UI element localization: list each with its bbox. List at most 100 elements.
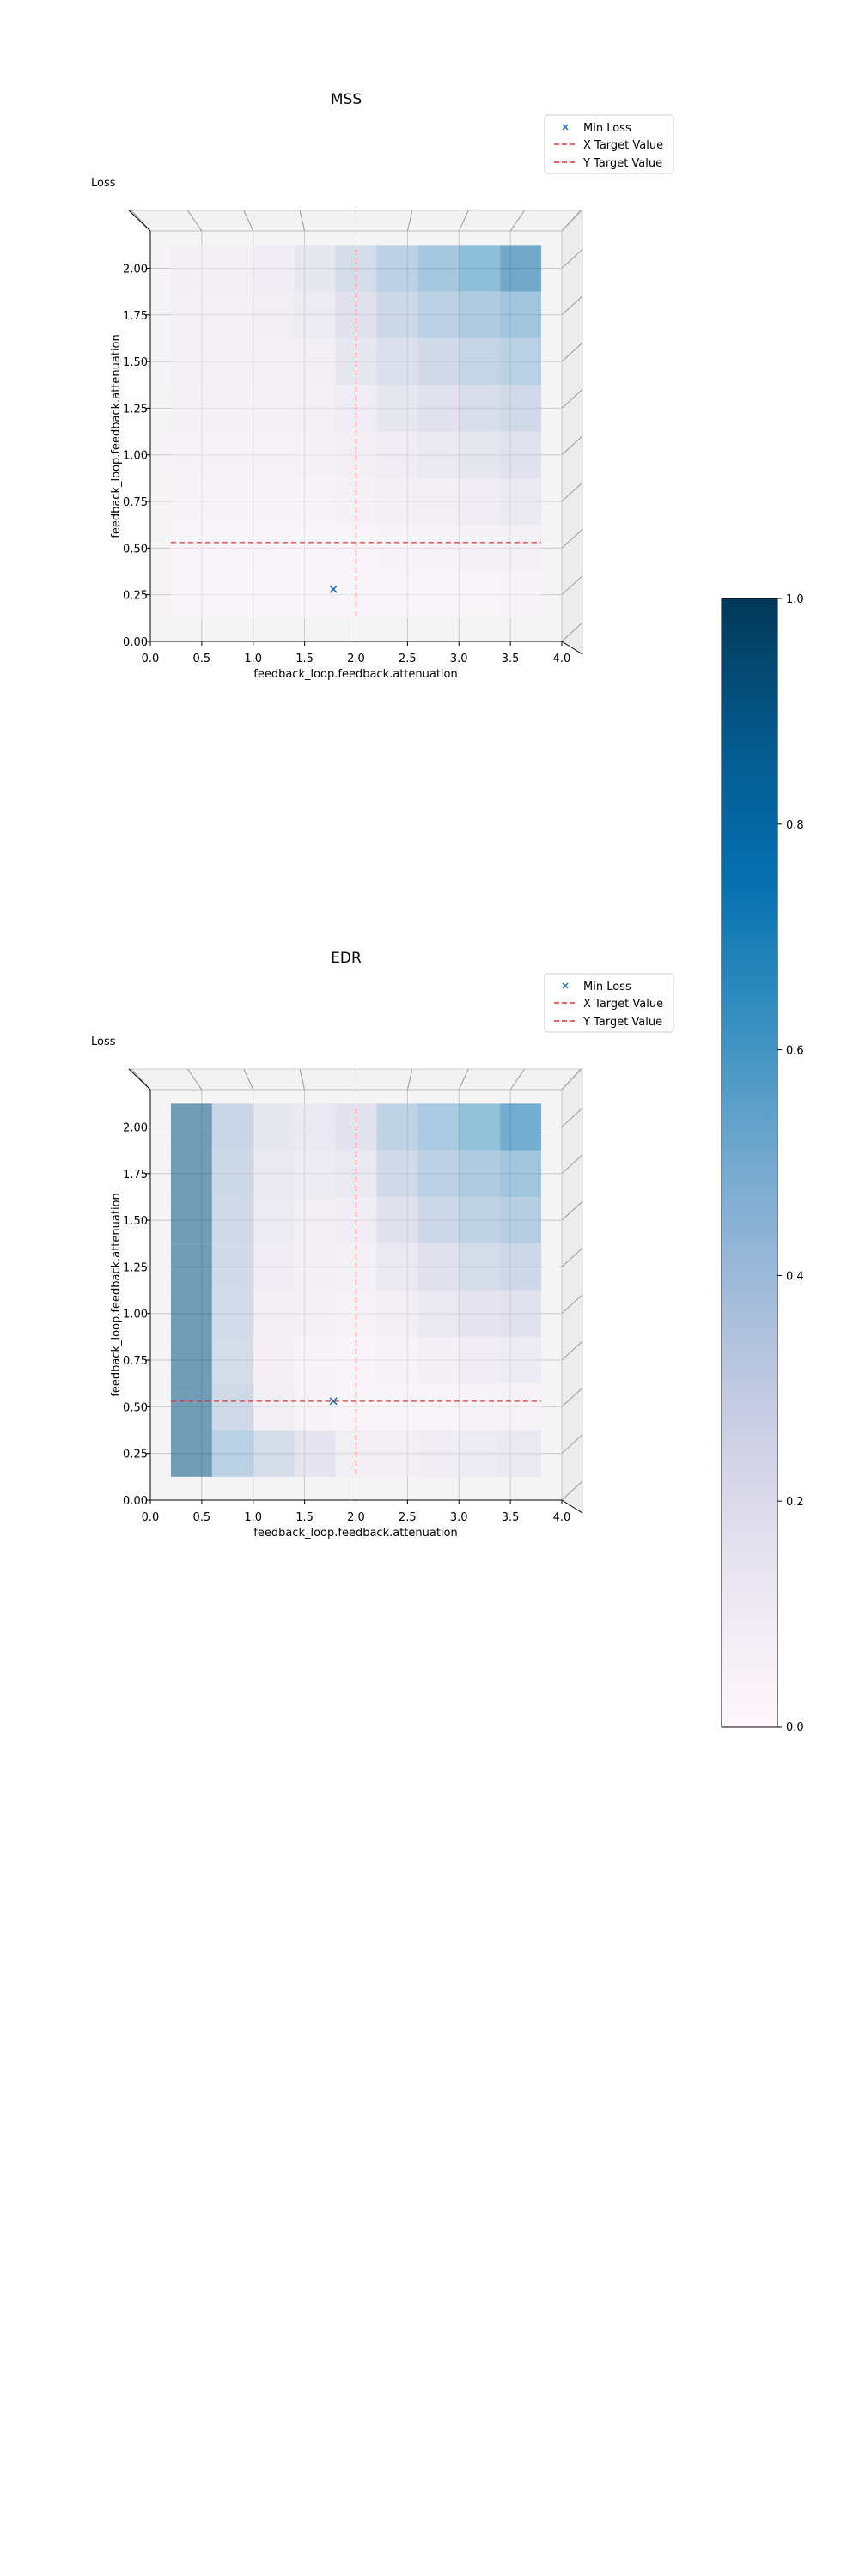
pane-grid-line [458, 210, 469, 232]
heatmap-cell [253, 431, 295, 478]
heatmap-cell [335, 431, 377, 478]
heatmap-cell [417, 1290, 460, 1337]
heatmap-cell [417, 525, 460, 572]
heatmap-cell [170, 1150, 212, 1197]
min-loss-marker-stroke [329, 1397, 338, 1406]
heatmap-cell [211, 337, 253, 386]
heatmap-cell [417, 431, 460, 478]
pane-grid-line [561, 1434, 583, 1455]
heatmap-cell [170, 1243, 212, 1291]
min-loss-marker-stroke [329, 585, 338, 593]
heatmap-cell [253, 1336, 295, 1384]
heatmap-cell [500, 1430, 542, 1477]
colorbar: 0.0 0.2 0.4 0.6 0.8 1.0 [721, 593, 804, 1735]
y-tick-label: 1.50 [123, 1215, 148, 1228]
z-axis-label: Loss [91, 177, 116, 190]
pane-grid-line [561, 1154, 583, 1175]
heatmap-cell [211, 1150, 253, 1197]
x-tick-label: 1.0 [244, 653, 262, 665]
pane-grid-line [561, 1200, 583, 1221]
heatmap-cell [376, 245, 418, 292]
heatmap-cell [500, 291, 542, 338]
y-tick-label: 1.25 [123, 403, 148, 416]
legend-label-min-loss: Min Loss [583, 981, 631, 993]
heatmap-cell [294, 431, 336, 478]
pane-grid-line [509, 210, 526, 232]
pane-grid-line [509, 1068, 526, 1091]
heatmap-cell [417, 1430, 460, 1477]
y-tick-label: 1.00 [123, 1309, 148, 1321]
legend-label-y-target: Y Target Value [582, 157, 662, 170]
heatmap-cell [170, 1196, 212, 1244]
pane-grid-line [186, 1068, 203, 1091]
legend-label-x-target: X Target Value [583, 139, 663, 152]
heatmap-cell [170, 337, 212, 386]
x-tick-label: 2.5 [399, 653, 417, 665]
heatmap-cell [417, 245, 460, 292]
heatmap-cell [211, 1336, 253, 1384]
heatmap-cell [459, 1243, 501, 1291]
y-tick-label: 0.50 [123, 543, 148, 556]
heatmap-cell [376, 291, 418, 338]
heatmap-cell [294, 477, 336, 526]
pane-grid-line [458, 1068, 469, 1091]
heatmap-cell [253, 571, 295, 618]
heatmap-cell [211, 1430, 253, 1477]
heatmap-cell [417, 1383, 460, 1431]
y-tick-label: 0.50 [123, 1401, 148, 1414]
heatmap-cell [211, 477, 253, 526]
heatmap-cell [294, 571, 336, 618]
heatmap-cell [170, 385, 212, 432]
chart-title: EDR [331, 950, 362, 967]
heatmap-cell [459, 431, 501, 478]
pane-grid-line [561, 1248, 583, 1267]
heatmap-cell [376, 1383, 418, 1431]
heatmap-cell [253, 477, 295, 526]
heatmap-cell [376, 431, 418, 478]
heatmap-cell [294, 337, 336, 386]
heatmap-cell [294, 1383, 336, 1431]
heatmap-cell [376, 1243, 418, 1291]
colorbar-tick-label: 0.2 [786, 1496, 804, 1509]
pane-grid-line [561, 435, 583, 456]
y-tick-label: 0.25 [123, 590, 148, 603]
pane-grid-line [561, 1387, 583, 1407]
right-pane [561, 1067, 583, 1514]
colorbar-bar [721, 598, 778, 1728]
pane-grid-line [406, 1068, 413, 1091]
heatmap-cell [417, 1243, 460, 1291]
heatmap-cell [376, 1336, 418, 1384]
pane-grid-line [561, 1294, 583, 1315]
pane-grid-line [561, 389, 583, 409]
x-tick-label: 3.0 [450, 1511, 468, 1524]
heatmap-cell [376, 1430, 418, 1477]
min-loss-marker [329, 585, 338, 593]
x-tick-label: 0.0 [142, 653, 160, 665]
heatmap-cell [294, 1150, 336, 1197]
heatmap-cell [500, 1383, 542, 1431]
heatmap-cell [459, 571, 501, 618]
pane-grid-line [186, 210, 203, 232]
pane-grid-line [561, 342, 583, 362]
heatmap-cell [335, 525, 377, 572]
x-axis-label: feedback_loop.feedback.attenuation [253, 668, 457, 681]
heatmap-cell [500, 431, 542, 478]
pane-grid-line [561, 482, 583, 502]
pane-grid-line [561, 249, 583, 269]
heatmap-cell [253, 1430, 295, 1477]
heatmap-cell [211, 1383, 253, 1431]
axis-edge [128, 1068, 151, 1091]
heatmap-cell [253, 291, 295, 338]
pane-grid-line [406, 210, 413, 232]
heatmap-cell [376, 1103, 418, 1151]
legend-label-y-target: Y Target Value [582, 1016, 662, 1029]
pane-grid-line [299, 210, 306, 232]
heatmap-cell [500, 477, 542, 526]
heatmap-cell [459, 245, 501, 292]
z-axis-label: Loss [91, 1036, 116, 1048]
heatmap-cell [500, 571, 542, 618]
heatmap-cell [294, 1103, 336, 1151]
heatmap-cell [253, 1196, 295, 1244]
heatmap-cell [417, 571, 460, 618]
